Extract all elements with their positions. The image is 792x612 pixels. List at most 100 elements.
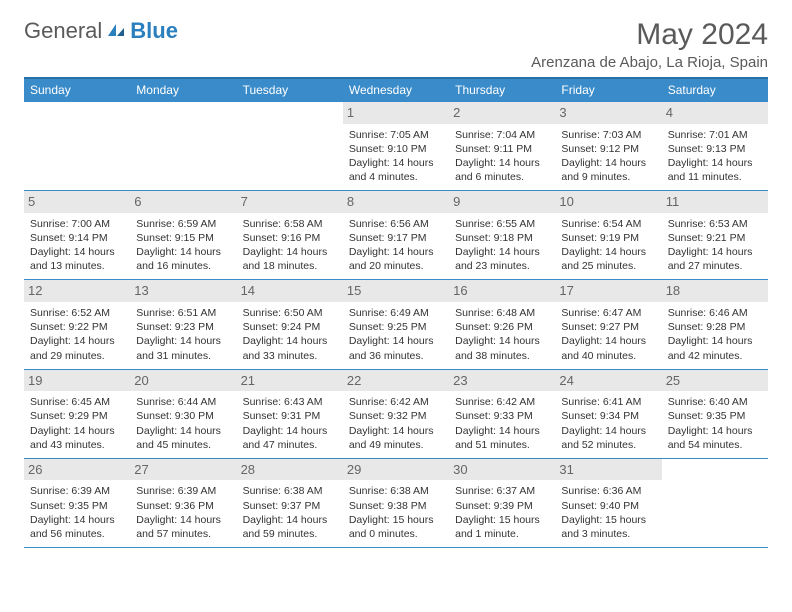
day-number: 27: [130, 459, 236, 481]
calendar-cell: 16Sunrise: 6:48 AMSunset: 9:26 PMDayligh…: [449, 280, 555, 369]
sunset-text: Sunset: 9:26 PM: [455, 320, 549, 334]
day-number: 21: [237, 370, 343, 392]
daylight-text: Daylight: 14 hours and 27 minutes.: [668, 245, 762, 273]
sunrise-text: Sunrise: 6:39 AM: [136, 484, 230, 498]
day-number: 14: [237, 280, 343, 302]
calendar-cell: 8Sunrise: 6:56 AMSunset: 9:17 PMDaylight…: [343, 191, 449, 280]
daylight-text: Daylight: 14 hours and 29 minutes.: [30, 334, 124, 362]
sunset-text: Sunset: 9:32 PM: [349, 409, 443, 423]
location-text: Arenzana de Abajo, La Rioja, Spain: [531, 54, 768, 71]
daylight-text: Daylight: 14 hours and 42 minutes.: [668, 334, 762, 362]
sunset-text: Sunset: 9:35 PM: [30, 499, 124, 513]
calendar-row: 19Sunrise: 6:45 AMSunset: 9:29 PMDayligh…: [24, 369, 768, 458]
daylight-text: Daylight: 14 hours and 38 minutes.: [455, 334, 549, 362]
calendar-page: General Blue May 2024 Arenzana de Abajo,…: [0, 0, 792, 566]
calendar-cell: 17Sunrise: 6:47 AMSunset: 9:27 PMDayligh…: [555, 280, 661, 369]
sunset-text: Sunset: 9:39 PM: [455, 499, 549, 513]
sunrise-text: Sunrise: 6:42 AM: [455, 395, 549, 409]
day-number: 28: [237, 459, 343, 481]
daylight-text: Daylight: 14 hours and 40 minutes.: [561, 334, 655, 362]
day-number: 13: [130, 280, 236, 302]
calendar-cell: 25Sunrise: 6:40 AMSunset: 9:35 PMDayligh…: [662, 369, 768, 458]
day-number: 5: [24, 191, 130, 213]
sunrise-text: Sunrise: 6:47 AM: [561, 306, 655, 320]
sunrise-text: Sunrise: 6:53 AM: [668, 217, 762, 231]
weekday-header: Friday: [555, 78, 661, 102]
calendar-cell: 11 Sunrise: 6:53 AMSunset: 9:21 PMDayligh…: [662, 191, 768, 280]
sunrise-text: Sunrise: 7:00 AM: [30, 217, 124, 231]
sunset-text: Sunset: 9:35 PM: [668, 409, 762, 423]
month-title: May 2024: [531, 18, 768, 52]
sunset-text: Sunset: 9:38 PM: [349, 499, 443, 513]
daylight-text: Daylight: 14 hours and 45 minutes.: [136, 424, 230, 452]
daylight-text: Daylight: 14 hours and 57 minutes.: [136, 513, 230, 541]
day-number: 30: [449, 459, 555, 481]
calendar-cell: 13 Sunrise: 6:51 AMSunset: 9:23 PMDayligh…: [130, 280, 236, 369]
day-number: 12: [24, 280, 130, 302]
sunrise-text: Sunrise: 6:50 AM: [243, 306, 337, 320]
daylight-text: Daylight: 15 hours and 0 minutes.: [349, 513, 443, 541]
sunrise-text: Sunrise: 6:51 AM: [136, 306, 230, 320]
sunrise-text: Sunrise: 6:41 AM: [561, 395, 655, 409]
calendar-cell: 7Sunrise: 6:58 AMSunset: 9:16 PMDaylight…: [237, 191, 343, 280]
calendar-cell: 1Sunrise: 7:05 AMSunset: 9:10 PMDaylight…: [343, 102, 449, 191]
sunset-text: Sunset: 9:36 PM: [136, 499, 230, 513]
page-header: General Blue May 2024 Arenzana de Abajo,…: [24, 18, 768, 71]
calendar-cell: 4Sunrise: 7:01 AMSunset: 9:13 PMDaylight…: [662, 102, 768, 191]
calendar-cell: 30Sunrise: 6:37 AMSunset: 9:39 PMDayligh…: [449, 458, 555, 547]
calendar-cell: 6Sunrise: 6:59 AMSunset: 9:15 PMDaylight…: [130, 191, 236, 280]
sunrise-text: Sunrise: 6:48 AM: [455, 306, 549, 320]
sunrise-text: Sunrise: 6:45 AM: [30, 395, 124, 409]
daylight-text: Daylight: 15 hours and 3 minutes.: [561, 513, 655, 541]
daylight-text: Daylight: 14 hours and 13 minutes.: [30, 245, 124, 273]
daylight-text: Daylight: 14 hours and 52 minutes.: [561, 424, 655, 452]
sunset-text: Sunset: 9:11 PM: [455, 142, 549, 156]
calendar-row: 1Sunrise: 7:05 AMSunset: 9:10 PMDaylight…: [24, 102, 768, 191]
weekday-header: Sunday: [24, 78, 130, 102]
sunrise-text: Sunrise: 6:46 AM: [668, 306, 762, 320]
day-number: 20: [130, 370, 236, 392]
calendar-row: 12Sunrise: 6:52 AMSunset: 9:22 PMDayligh…: [24, 280, 768, 369]
day-number: 15: [343, 280, 449, 302]
sunset-text: Sunset: 9:28 PM: [668, 320, 762, 334]
calendar-cell: 2Sunrise: 7:04 AMSunset: 9:11 PMDaylight…: [449, 102, 555, 191]
sunset-text: Sunset: 9:21 PM: [668, 231, 762, 245]
calendar-cell: 14Sunrise: 6:50 AMSunset: 9:24 PMDayligh…: [237, 280, 343, 369]
sunset-text: Sunset: 9:17 PM: [349, 231, 443, 245]
sunrise-text: Sunrise: 7:05 AM: [349, 128, 443, 142]
daylight-text: Daylight: 14 hours and 54 minutes.: [668, 424, 762, 452]
sunset-text: Sunset: 9:40 PM: [561, 499, 655, 513]
day-number: 11: [662, 191, 768, 213]
day-number: 18: [662, 280, 768, 302]
sunset-text: Sunset: 9:29 PM: [30, 409, 124, 423]
day-number: [130, 102, 236, 106]
daylight-text: Daylight: 14 hours and 31 minutes.: [136, 334, 230, 362]
sunset-text: Sunset: 9:27 PM: [561, 320, 655, 334]
calendar-cell: 29Sunrise: 6:38 AMSunset: 9:38 PMDayligh…: [343, 458, 449, 547]
sunrise-text: Sunrise: 7:01 AM: [668, 128, 762, 142]
sunset-text: Sunset: 9:19 PM: [561, 231, 655, 245]
sunrise-text: Sunrise: 6:52 AM: [30, 306, 124, 320]
calendar-cell: 9Sunrise: 6:55 AMSunset: 9:18 PMDaylight…: [449, 191, 555, 280]
day-number: 26: [24, 459, 130, 481]
sunset-text: Sunset: 9:23 PM: [136, 320, 230, 334]
calendar-cell: 26Sunrise: 6:39 AMSunset: 9:35 PMDayligh…: [24, 458, 130, 547]
weekday-header-row: Sunday Monday Tuesday Wednesday Thursday…: [24, 78, 768, 102]
daylight-text: Daylight: 14 hours and 23 minutes.: [455, 245, 549, 273]
daylight-text: Daylight: 14 hours and 9 minutes.: [561, 156, 655, 184]
sunset-text: Sunset: 9:12 PM: [561, 142, 655, 156]
logo-text-general: General: [24, 18, 102, 44]
calendar-cell: 19Sunrise: 6:45 AMSunset: 9:29 PMDayligh…: [24, 369, 130, 458]
calendar-cell: 22Sunrise: 6:42 AMSunset: 9:32 PMDayligh…: [343, 369, 449, 458]
calendar-cell: 24Sunrise: 6:41 AMSunset: 9:34 PMDayligh…: [555, 369, 661, 458]
daylight-text: Daylight: 14 hours and 16 minutes.: [136, 245, 230, 273]
calendar-cell: 15Sunrise: 6:49 AMSunset: 9:25 PMDayligh…: [343, 280, 449, 369]
daylight-text: Daylight: 14 hours and 56 minutes.: [30, 513, 124, 541]
calendar-cell: 10Sunrise: 6:54 AMSunset: 9:19 PMDayligh…: [555, 191, 661, 280]
day-number: [24, 102, 130, 106]
daylight-text: Daylight: 14 hours and 33 minutes.: [243, 334, 337, 362]
day-number: 9: [449, 191, 555, 213]
weekday-header: Thursday: [449, 78, 555, 102]
calendar-cell: 18 Sunrise: 6:46 AMSunset: 9:28 PMDayligh…: [662, 280, 768, 369]
calendar-row: 5Sunrise: 7:00 AMSunset: 9:14 PMDaylight…: [24, 191, 768, 280]
